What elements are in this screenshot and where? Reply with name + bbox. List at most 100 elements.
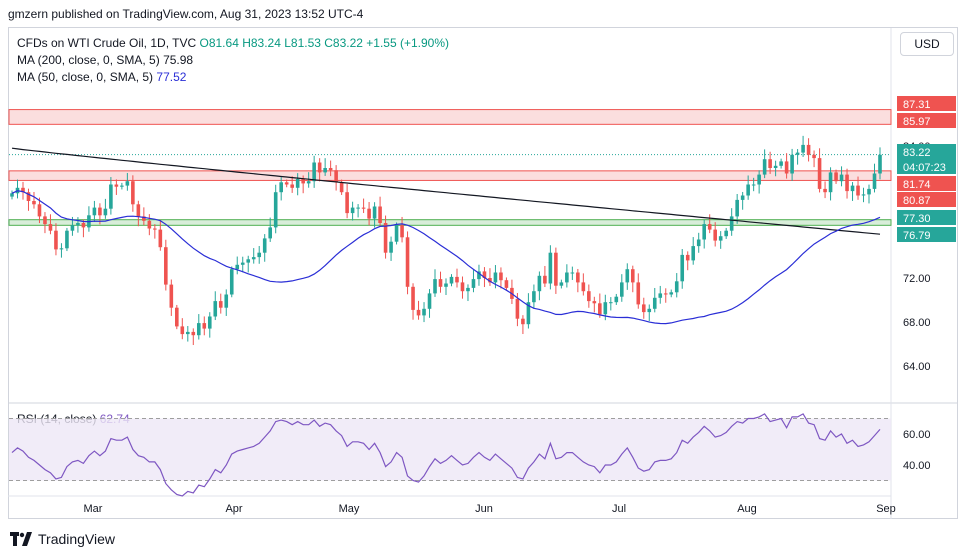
candle (191, 328, 196, 346)
candle-body (477, 271, 481, 280)
candle (817, 148, 822, 193)
ma50-legend[interactable]: MA (50, close, 0, SMA, 5) 77.52 (17, 70, 186, 84)
candle-body (526, 302, 531, 325)
candle (438, 271, 443, 293)
candle (54, 223, 58, 256)
price-labels: 87.31 85.97 83.22 04:07:23 81.74 80.87 77.30 76… (897, 96, 956, 242)
candle (350, 201, 355, 221)
ohlc-values: O81.64 H83.24 L81.53 C83.22 +1.55 (+1.90… (199, 36, 450, 50)
candle-body (114, 184, 119, 187)
chart-frame (8, 27, 958, 519)
candle-body (576, 272, 580, 283)
candle (224, 289, 229, 316)
candle (21, 181, 25, 200)
candle-body (735, 199, 739, 217)
candle-body (92, 207, 97, 216)
candle-body (466, 287, 470, 292)
candle-body (471, 279, 476, 288)
candle-body (312, 162, 316, 182)
candle-body (460, 282, 465, 292)
candle (185, 326, 190, 342)
candle (109, 177, 113, 215)
candle-body (153, 228, 157, 230)
candle (103, 198, 108, 219)
candle (196, 314, 201, 340)
price-label: 83.22 (897, 144, 956, 159)
candle-body (10, 193, 14, 197)
candle (510, 279, 514, 305)
price-label-bg (897, 144, 956, 159)
candle (460, 276, 465, 299)
candle (559, 279, 564, 289)
candle-body (702, 224, 707, 240)
candle (812, 150, 816, 168)
candle (537, 271, 542, 301)
price-label: 76.79 (897, 227, 956, 242)
candle-body (372, 206, 377, 219)
time-tick-label: Jun (475, 503, 493, 515)
candle (378, 196, 382, 227)
candle (444, 278, 448, 296)
candle (125, 172, 130, 191)
brand-footer[interactable]: TradingView (10, 531, 115, 547)
candle (702, 219, 707, 249)
candle-body (147, 220, 152, 229)
candle-body (43, 216, 47, 225)
price-label-bg (897, 96, 956, 111)
candle (718, 231, 723, 249)
candle-body (59, 248, 64, 250)
zone-support-2 (8, 219, 892, 226)
candle (120, 182, 124, 190)
candle (746, 175, 750, 200)
price-label-bg (897, 176, 956, 191)
candle-body (323, 168, 327, 173)
candle-body (125, 181, 130, 186)
price-label: 77.30 (897, 210, 956, 225)
ma50-value: 77.52 (156, 70, 187, 84)
candle-body (218, 301, 223, 308)
candle-body (515, 298, 520, 319)
candle (839, 166, 844, 187)
candle (81, 219, 86, 238)
candle (175, 304, 179, 330)
ma200-legend[interactable]: MA (200, close, 0, SMA, 5) 75.98 (17, 53, 193, 67)
currency-button[interactable]: USD (900, 32, 954, 56)
candle-body (641, 304, 646, 313)
candle-body (54, 230, 58, 250)
time-tick-label: Aug (737, 503, 757, 515)
candle-body (806, 144, 811, 155)
candle-body (812, 154, 816, 159)
candle (43, 212, 47, 234)
candle-body (103, 208, 108, 216)
candle-body (658, 293, 663, 298)
price-label: 80.87 (897, 192, 956, 207)
candle (273, 184, 278, 234)
candle-body (493, 272, 498, 283)
candle (795, 149, 800, 165)
price-tick-label: 72.00 (903, 273, 931, 285)
candle-body (334, 170, 338, 183)
candle-body (196, 323, 201, 336)
candle-body (587, 291, 591, 302)
candle-body (213, 301, 218, 317)
price-label: 81.74 (897, 176, 956, 191)
candle-body (707, 224, 712, 230)
candle-body (158, 229, 163, 248)
candle-body (839, 174, 844, 182)
candle-body (246, 259, 251, 263)
candle-body (339, 182, 344, 193)
candle (257, 246, 262, 264)
candle-body (746, 184, 750, 196)
candle-body (592, 301, 597, 304)
candle-body (164, 247, 168, 285)
candle (290, 176, 294, 193)
candle-body (663, 293, 668, 295)
candle (658, 285, 663, 304)
candle-body (823, 188, 827, 193)
candle (850, 182, 855, 201)
candle (867, 184, 871, 204)
candle (455, 268, 459, 288)
candle (284, 179, 289, 188)
candle (48, 214, 53, 235)
